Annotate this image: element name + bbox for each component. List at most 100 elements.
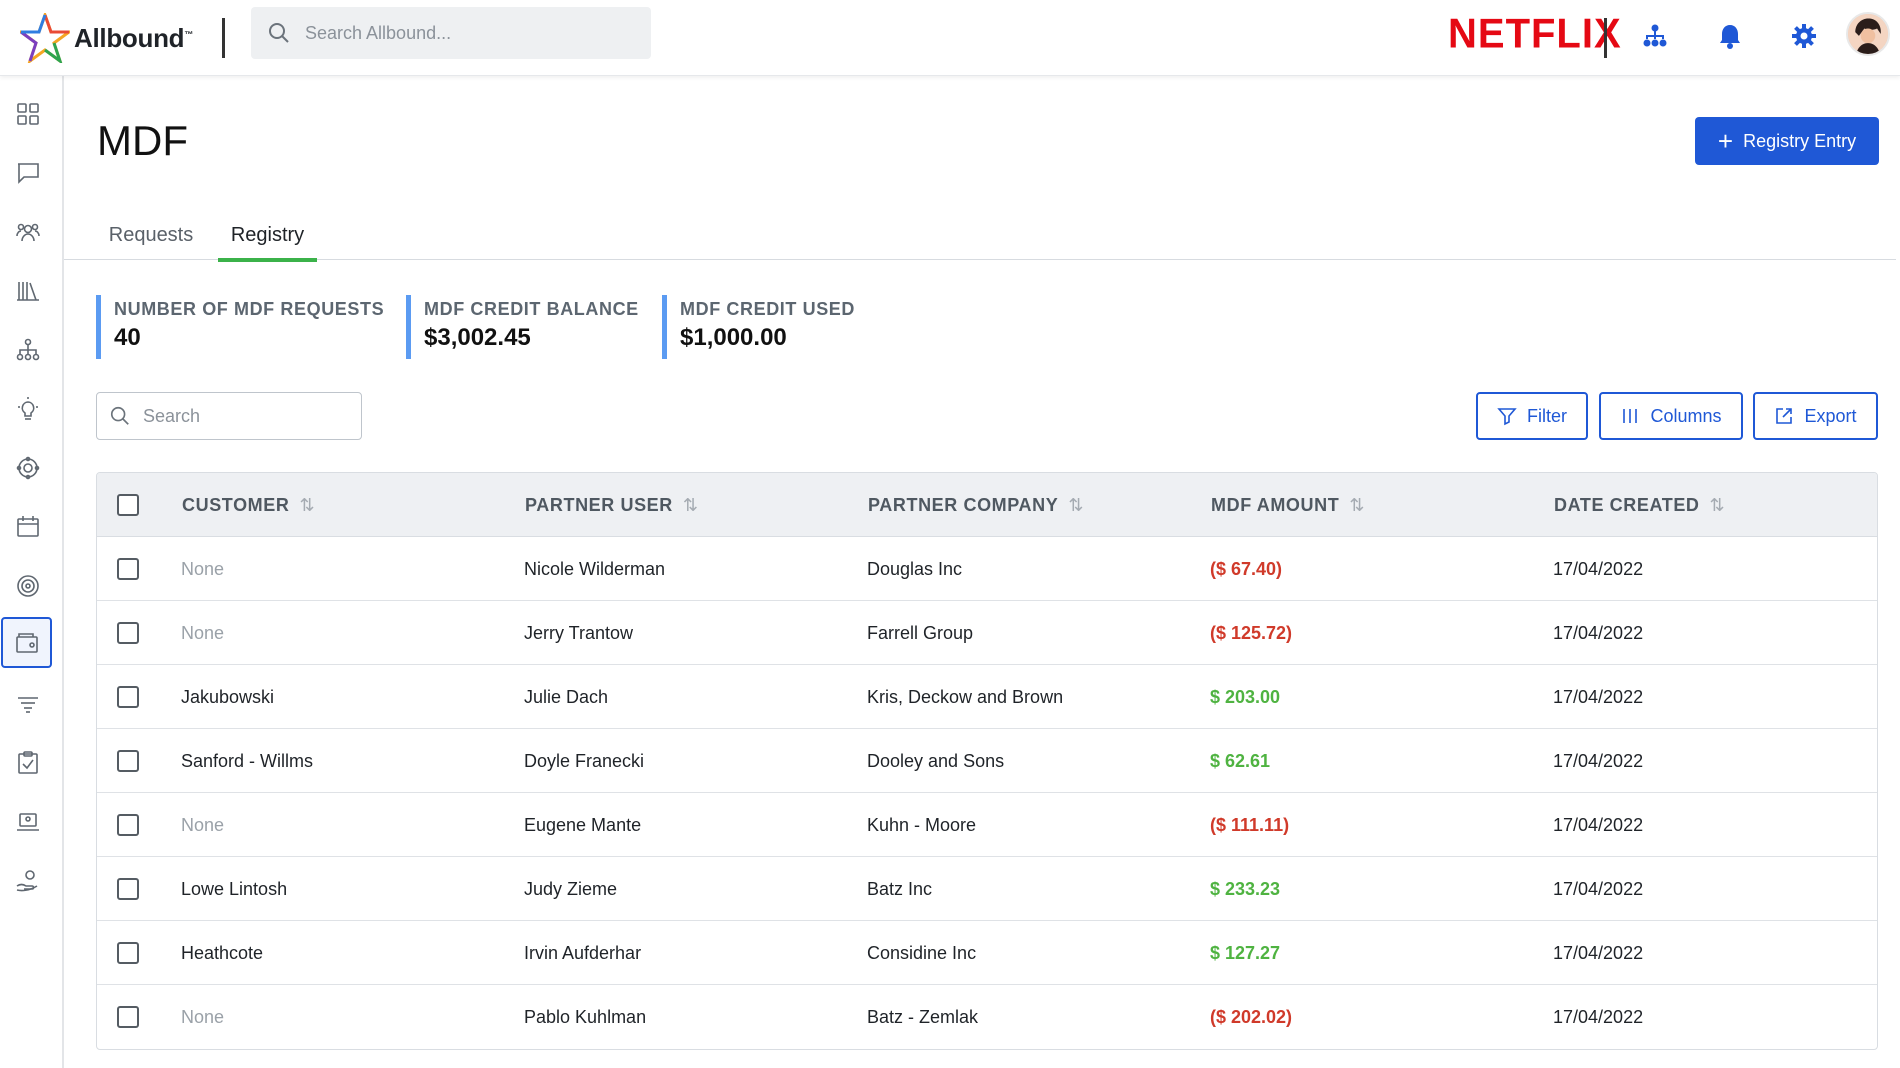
select-all-checkbox[interactable] xyxy=(117,494,139,516)
sidebar-item-ideas[interactable] xyxy=(2,383,53,434)
columns-button[interactable]: Columns xyxy=(1599,392,1743,440)
sort-icon[interactable]: ⇅ xyxy=(1709,494,1726,515)
export-label: Export xyxy=(1804,405,1857,426)
column-header-partner-company[interactable]: PARTNER COMPANY ⇅ xyxy=(868,494,1085,515)
user-avatar[interactable] xyxy=(1846,12,1890,56)
row-checkbox[interactable] xyxy=(117,942,139,964)
lightbulb-icon xyxy=(17,396,38,420)
cell-mdf-amount: $ 62.61 xyxy=(1210,750,1271,771)
add-registry-entry-button[interactable]: + Registry Entry xyxy=(1695,117,1879,165)
sidebar-item-incentives[interactable] xyxy=(2,855,53,906)
search-icon xyxy=(269,23,289,43)
table-row[interactable]: None Nicole Wilderman Douglas Inc ($ 67.… xyxy=(97,537,1877,601)
sidebar-item-library[interactable] xyxy=(2,265,53,316)
search-icon xyxy=(110,406,129,425)
global-search-input[interactable]: Search Allbound... xyxy=(251,7,651,59)
export-icon xyxy=(1776,408,1793,424)
page-title: MDF xyxy=(97,117,188,164)
brand-divider xyxy=(222,18,225,58)
sidebar-item-training[interactable] xyxy=(2,796,53,847)
column-header-date-created[interactable]: DATE CREATED ⇅ xyxy=(1554,494,1726,515)
cell-partner-user: Irvin Aufderhar xyxy=(524,942,642,963)
notification-bell-icon[interactable] xyxy=(1713,19,1747,53)
chat-icon xyxy=(17,162,39,184)
sidebar-item-goals[interactable] xyxy=(2,560,53,611)
cell-customer: Sanford - Willms xyxy=(181,750,314,771)
row-checkbox[interactable] xyxy=(117,878,139,900)
sort-icon[interactable]: ⇅ xyxy=(682,494,699,515)
community-icon xyxy=(15,223,40,241)
sidebar-item-funnel[interactable] xyxy=(2,678,53,729)
cell-partner-company: Kris, Deckow and Brown xyxy=(867,686,1064,707)
cell-date-created: 17/04/2022 xyxy=(1553,750,1644,771)
cell-partner-user: Eugene Mante xyxy=(524,814,642,835)
cell-mdf-amount: ($ 202.02) xyxy=(1210,1006,1293,1027)
table-row[interactable]: None Eugene Mante Kuhn - Moore ($ 111.11… xyxy=(97,793,1877,857)
row-checkbox[interactable] xyxy=(117,558,139,580)
cell-partner-company: Douglas Inc xyxy=(867,558,963,579)
sort-icon[interactable]: ⇅ xyxy=(299,494,316,515)
cell-date-created: 17/04/2022 xyxy=(1553,558,1644,579)
allbound-star-icon xyxy=(20,13,70,63)
cell-mdf-amount: ($ 125.72) xyxy=(1210,622,1293,643)
cell-customer: None xyxy=(181,622,225,643)
row-checkbox[interactable] xyxy=(117,750,139,772)
target-icon xyxy=(16,574,39,597)
cell-partner-user: Pablo Kuhlman xyxy=(524,1006,647,1027)
cell-customer: Heathcote xyxy=(181,942,264,963)
top-bar: Allbound™ Search Allbound... NETFLIX xyxy=(0,0,1900,76)
add-registry-entry-label: Registry Entry xyxy=(1743,130,1857,151)
settings-gear-icon[interactable] xyxy=(1787,19,1821,53)
tab-requests[interactable]: Requests xyxy=(108,223,194,246)
registry-table: CUSTOMER ⇅ PARTNER USER ⇅ PARTNER COMPANY ⇅… xyxy=(96,472,1878,1050)
tab-registry[interactable]: Registry xyxy=(218,210,317,262)
dashboard-icon xyxy=(16,102,39,125)
sidebar-item-mdf[interactable] xyxy=(1,617,52,668)
cell-partner-user: Jerry Trantow xyxy=(524,622,634,643)
table-row[interactable]: None Pablo Kuhlman Batz - Zemlak ($ 202.… xyxy=(97,985,1877,1049)
sidebar-item-calendar[interactable] xyxy=(2,501,53,552)
row-checkbox[interactable] xyxy=(117,622,139,644)
cell-mdf-amount: ($ 67.40) xyxy=(1210,558,1283,579)
table-row[interactable]: None Jerry Trantow Farrell Group ($ 125.… xyxy=(97,601,1877,665)
cell-partner-company: Farrell Group xyxy=(867,622,974,643)
sidebar-item-tasks[interactable] xyxy=(2,737,53,788)
table-search-input[interactable]: Search xyxy=(96,392,362,440)
columns-label: Columns xyxy=(1650,405,1722,426)
column-header-partner-user[interactable]: PARTNER USER ⇅ xyxy=(525,494,699,515)
sidebar-item-messages[interactable] xyxy=(2,147,53,198)
column-header-mdf-amount[interactable]: MDF AMOUNT ⇅ xyxy=(1211,494,1365,515)
cell-date-created: 17/04/2022 xyxy=(1553,1006,1644,1027)
row-checkbox[interactable] xyxy=(117,814,139,836)
plus-icon: + xyxy=(1717,126,1734,156)
training-laptop-icon xyxy=(16,812,39,831)
export-button[interactable]: Export xyxy=(1753,392,1878,440)
table-row[interactable]: Jakubowski Julie Dach Kris, Deckow and B… xyxy=(97,665,1877,729)
sort-icon[interactable]: ⇅ xyxy=(1068,494,1085,515)
brand-logo[interactable]: Allbound™ xyxy=(20,10,193,66)
sidebar-item-org[interactable] xyxy=(2,324,53,375)
row-checkbox[interactable] xyxy=(117,686,139,708)
main-content: MDF + Registry Entry Requests Registry N… xyxy=(64,77,1900,1068)
filter-button[interactable]: Filter xyxy=(1476,392,1588,440)
cell-partner-company: Kuhn - Moore xyxy=(867,814,977,835)
table-row[interactable]: Sanford - Willms Doyle Franecki Dooley a… xyxy=(97,729,1877,793)
cell-mdf-amount: $ 203.00 xyxy=(1210,686,1281,707)
stat-label: MDF CREDIT USED xyxy=(680,299,855,319)
stat-credit-used: MDF CREDIT USED $1,000.00 xyxy=(662,295,855,359)
stat-credit-balance: MDF CREDIT BALANCE $3,002.45 xyxy=(406,295,639,359)
column-header-customer[interactable]: CUSTOMER ⇅ xyxy=(182,494,316,515)
table-row[interactable]: Heathcote Irvin Aufderhar Considine Inc … xyxy=(97,921,1877,985)
sidebar-item-community[interactable] xyxy=(2,206,53,257)
table-row[interactable]: Lowe Lintosh Judy Zieme Batz Inc $ 233.2… xyxy=(97,857,1877,921)
cell-customer: None xyxy=(181,814,225,835)
sidebar-item-integrations[interactable] xyxy=(2,442,53,493)
row-checkbox[interactable] xyxy=(117,1006,139,1028)
sidebar-item-dashboard[interactable] xyxy=(2,88,53,139)
org-chart-icon[interactable] xyxy=(1638,19,1672,53)
org-chart-icon xyxy=(16,338,39,360)
tab-bar: Requests Registry xyxy=(64,210,1896,262)
sort-icon[interactable]: ⇅ xyxy=(1349,494,1365,515)
cell-customer: Lowe Lintosh xyxy=(181,878,288,899)
table-header: CUSTOMER ⇅ PARTNER USER ⇅ PARTNER COMPANY ⇅… xyxy=(97,473,1877,537)
